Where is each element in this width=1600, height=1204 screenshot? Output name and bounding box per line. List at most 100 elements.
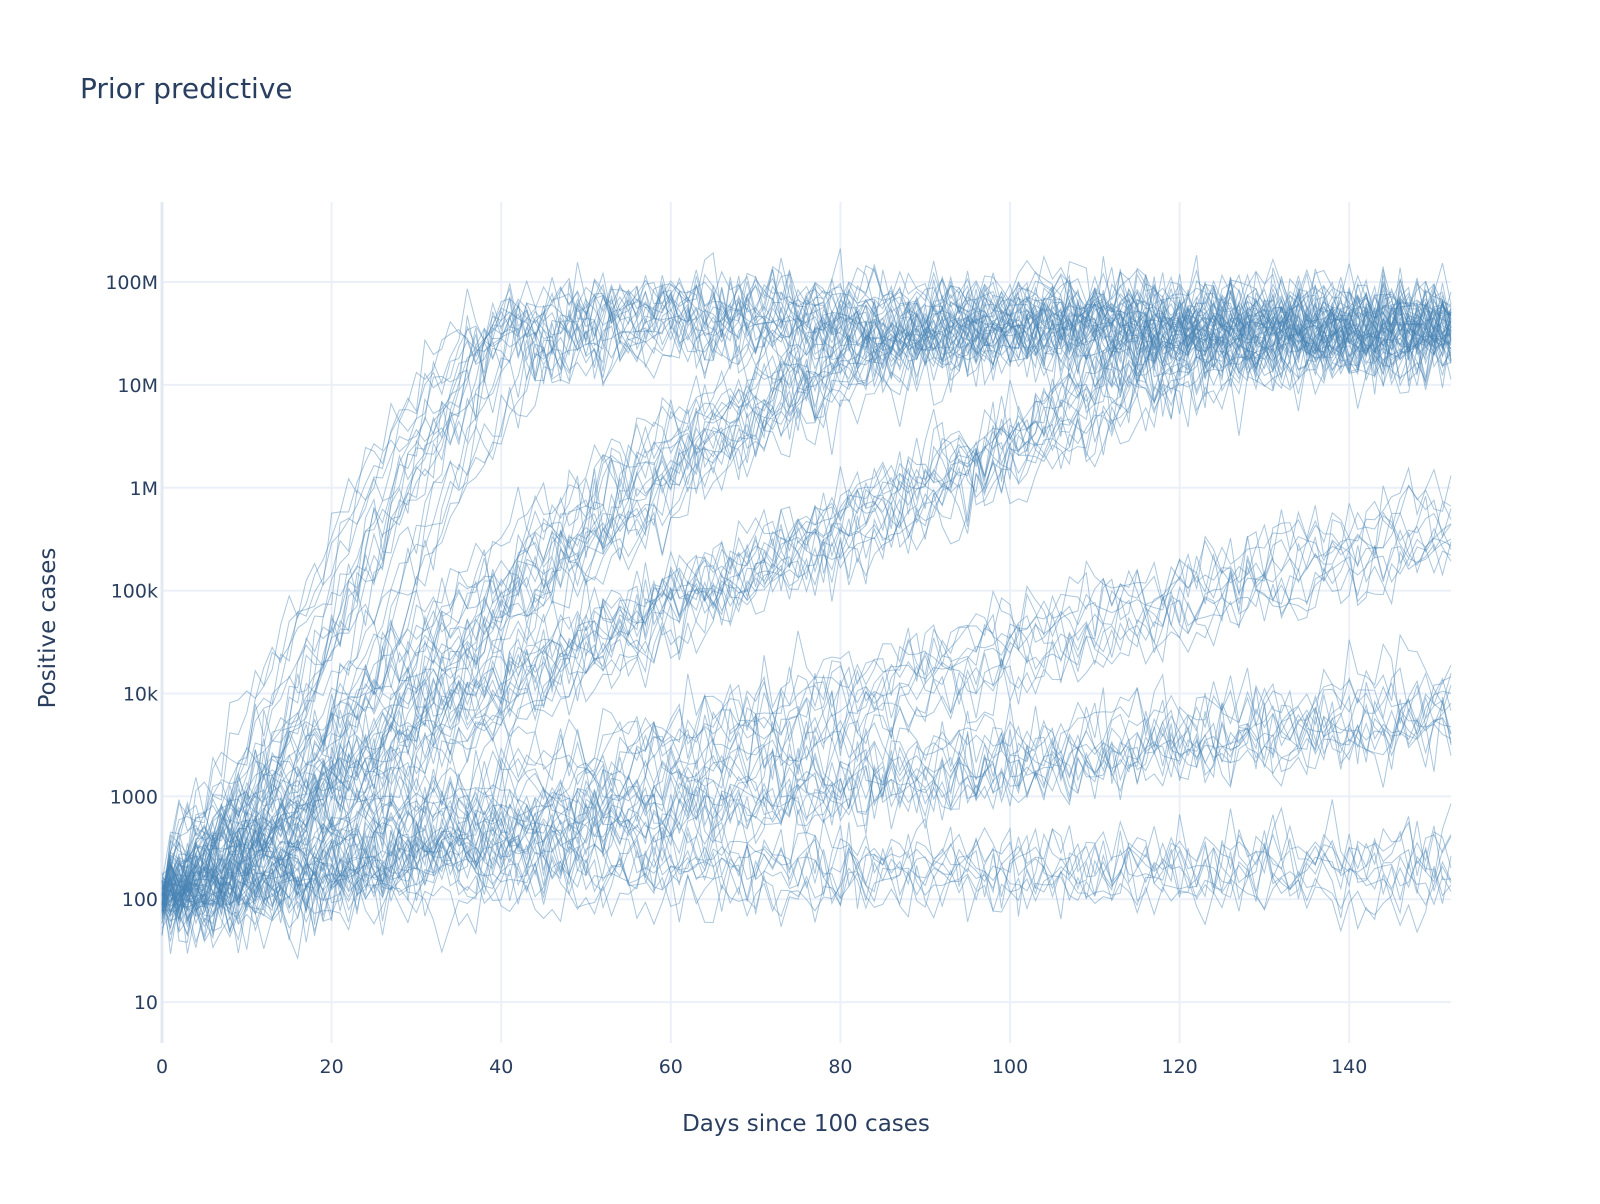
prior-sample-line bbox=[161, 273, 1452, 954]
prior-sample-line bbox=[161, 276, 1452, 912]
prior-sample-line bbox=[161, 532, 1452, 940]
prior-sample-line bbox=[161, 528, 1452, 941]
y-tick-label: 1000 bbox=[110, 786, 158, 808]
prior-sample-line bbox=[161, 830, 1452, 935]
prior-sample-line bbox=[161, 267, 1452, 936]
prior-sample-line bbox=[161, 291, 1452, 941]
y-tick-label: 100M bbox=[105, 272, 158, 294]
prior-sample-line bbox=[161, 309, 1452, 907]
y-tick-label: 10k bbox=[123, 683, 158, 705]
prior-sample-line bbox=[161, 687, 1452, 936]
y-tick-label: 100 bbox=[122, 889, 158, 911]
prior-sample-line bbox=[161, 288, 1452, 908]
prior-sample-line bbox=[161, 301, 1452, 911]
prior-sample-line bbox=[161, 541, 1452, 932]
y-tick-label: 10M bbox=[117, 375, 158, 397]
prior-sample-line bbox=[161, 313, 1452, 917]
prior-sample-line bbox=[161, 701, 1452, 917]
prior-sample-line bbox=[161, 286, 1452, 906]
prior-sample-line bbox=[161, 671, 1452, 920]
prior-sample-line bbox=[161, 677, 1452, 922]
prior-sample-line bbox=[161, 333, 1452, 935]
prior-sample-line bbox=[161, 266, 1452, 889]
prior-sample-line bbox=[161, 267, 1452, 908]
prior-sample-line bbox=[161, 269, 1452, 905]
prior-sample-line bbox=[161, 844, 1452, 943]
prior-sample-line bbox=[161, 298, 1452, 900]
x-tick-label: 120 bbox=[1161, 1056, 1197, 1078]
prior-sample-line bbox=[161, 475, 1452, 932]
prior-sample-line bbox=[161, 485, 1452, 886]
prior-sample-line bbox=[161, 639, 1452, 907]
prior-sample-line bbox=[161, 285, 1452, 948]
prior-sample-line bbox=[161, 496, 1452, 914]
x-axis-title: Days since 100 cases bbox=[682, 1111, 930, 1137]
chart-title: Prior predictive bbox=[80, 72, 293, 105]
prior-sample-line bbox=[161, 302, 1452, 889]
prior-sample-line bbox=[161, 259, 1452, 922]
prior-sample-line bbox=[161, 273, 1452, 913]
x-tick-label: 40 bbox=[489, 1056, 513, 1078]
prior-sample-line bbox=[161, 799, 1452, 933]
prior-sample-line bbox=[161, 275, 1452, 912]
prior-sample-line bbox=[161, 267, 1452, 916]
prior-sample-line bbox=[161, 263, 1452, 904]
x-tick-label: 140 bbox=[1331, 1056, 1367, 1078]
prior-sample-line bbox=[161, 309, 1452, 898]
tick-labels: 10 100 1000 10k 100k 1M 10M 100M 0 20 40 60 80 100 120… bbox=[105, 272, 1367, 1078]
prior-sample-line bbox=[161, 287, 1452, 922]
x-tick-label: 20 bbox=[320, 1056, 344, 1078]
prior-sample-line bbox=[161, 257, 1452, 906]
prior-sample-line bbox=[161, 302, 1452, 915]
prior-sample-line bbox=[161, 303, 1452, 892]
prior-sample-line bbox=[161, 283, 1452, 908]
prior-sample-line bbox=[161, 708, 1452, 911]
prior-sample-line bbox=[161, 283, 1452, 900]
prior-sample-line bbox=[161, 284, 1452, 897]
prior-sample-line bbox=[161, 268, 1452, 942]
prior-sample-line bbox=[161, 256, 1451, 915]
prior-sample-line bbox=[161, 309, 1452, 894]
series-lines bbox=[161, 248, 1452, 961]
prior-sample-line bbox=[161, 527, 1452, 937]
prior-sample-line bbox=[161, 295, 1452, 899]
prior-sample-line bbox=[161, 699, 1452, 925]
prior-sample-line bbox=[161, 273, 1452, 892]
prior-sample-line bbox=[161, 633, 1452, 905]
x-tick-label: 100 bbox=[992, 1056, 1028, 1078]
prior-sample-line bbox=[161, 271, 1452, 924]
x-tick-label: 0 bbox=[156, 1056, 168, 1078]
prior-sample-line bbox=[161, 806, 1452, 907]
grid-layer bbox=[160, 202, 1451, 1043]
prior-sample-line bbox=[161, 252, 1452, 883]
y-tick-label: 1M bbox=[130, 478, 158, 500]
prior-sample-line bbox=[161, 320, 1452, 954]
prior-sample-line bbox=[161, 267, 1452, 906]
prior-sample-line bbox=[161, 345, 1452, 915]
y-tick-label: 100k bbox=[111, 581, 158, 603]
x-tick-label: 80 bbox=[828, 1056, 852, 1078]
prior-sample-line bbox=[161, 682, 1452, 905]
prior-sample-line bbox=[161, 466, 1452, 891]
prior-sample-line bbox=[161, 822, 1452, 928]
prior-sample-line bbox=[161, 310, 1452, 896]
prior-sample-line bbox=[161, 248, 1452, 909]
prior-sample-line bbox=[161, 306, 1452, 908]
prior-sample-line bbox=[161, 695, 1452, 934]
prior-sample-line bbox=[161, 257, 1452, 913]
prior-sample-line bbox=[161, 299, 1452, 889]
prior-sample-line bbox=[161, 500, 1452, 920]
prior-sample-line bbox=[161, 283, 1452, 890]
prior-sample-line bbox=[161, 343, 1452, 917]
y-tick-label: 10 bbox=[134, 992, 158, 1014]
prior-sample-line bbox=[161, 292, 1452, 937]
prior-sample-line bbox=[161, 825, 1452, 917]
prior-sample-line bbox=[161, 295, 1452, 943]
prior-sample-line bbox=[161, 696, 1452, 929]
prior-sample-line bbox=[161, 666, 1452, 925]
prior-sample-line bbox=[161, 295, 1452, 914]
prior-sample-line bbox=[161, 701, 1452, 950]
